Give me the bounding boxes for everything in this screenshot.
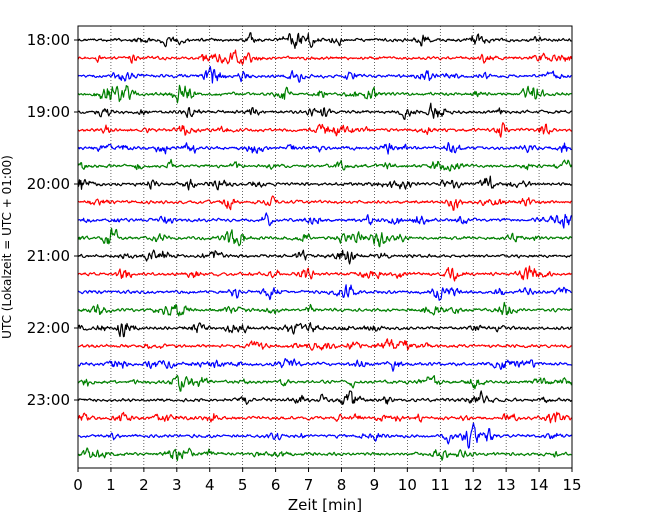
trace-line	[77, 212, 573, 229]
trace-line	[77, 357, 572, 372]
y-axis-ticks: 18:00 19:00 20:00 21:00 22:00 23:00	[27, 31, 78, 409]
x-tick-label: 3	[172, 476, 182, 494]
trace-line	[77, 249, 572, 265]
y-tick-label: 21:00	[27, 247, 70, 265]
trace-line	[77, 141, 572, 155]
trace-line	[77, 338, 572, 351]
y-tick-label: 23:00	[27, 391, 70, 409]
trace-line	[77, 84, 572, 104]
trace-line	[77, 301, 572, 317]
trace-line	[77, 265, 572, 282]
trace-line	[77, 390, 573, 405]
x-tick-label: 11	[431, 476, 450, 494]
trace-line	[77, 102, 572, 120]
trace-line	[77, 175, 572, 191]
trace-line	[77, 49, 573, 65]
trace-line	[77, 411, 573, 424]
x-tick-label: 8	[337, 476, 347, 494]
trace-line	[77, 158, 573, 172]
x-tick-label: 7	[304, 476, 314, 494]
trace-line	[77, 32, 572, 49]
y-tick-label: 19:00	[27, 103, 70, 121]
trace-lines	[77, 32, 573, 461]
trace-line	[77, 66, 572, 84]
trace-line	[77, 374, 573, 392]
x-tick-label: 1	[106, 476, 116, 494]
x-tick-label: 6	[271, 476, 281, 494]
x-axis-ticks: 0 1 2 3 4 5 6 7 8 9 10 11 12 13 14 15	[73, 468, 582, 494]
trace-line	[77, 284, 572, 301]
x-tick-label: 5	[238, 476, 248, 494]
trace-line	[77, 422, 573, 449]
y-axis-title: UTC (Lokalzeit = UTC + 01:00)	[0, 155, 14, 339]
trace-line	[77, 122, 572, 138]
x-tick-label: 4	[205, 476, 215, 494]
trace-line	[77, 447, 572, 461]
plot-frame	[77, 25, 573, 469]
x-tick-label: 12	[464, 476, 483, 494]
trace-line	[77, 195, 572, 211]
x-axis-title: Zeit [min]	[288, 496, 362, 514]
y-tick-label: 18:00	[27, 31, 70, 49]
y-tick-label: 20:00	[27, 175, 70, 193]
x-tick-label: 13	[497, 476, 516, 494]
trace-line	[77, 227, 572, 248]
x-tick-label: 15	[562, 476, 581, 494]
y-tick-label: 22:00	[27, 319, 70, 337]
trace-line	[77, 322, 572, 338]
x-tick-label: 2	[139, 476, 149, 494]
x-tick-label: 0	[73, 476, 83, 494]
x-tick-label: 9	[370, 476, 380, 494]
x-tick-label: 14	[530, 476, 549, 494]
x-tick-label: 10	[398, 476, 417, 494]
